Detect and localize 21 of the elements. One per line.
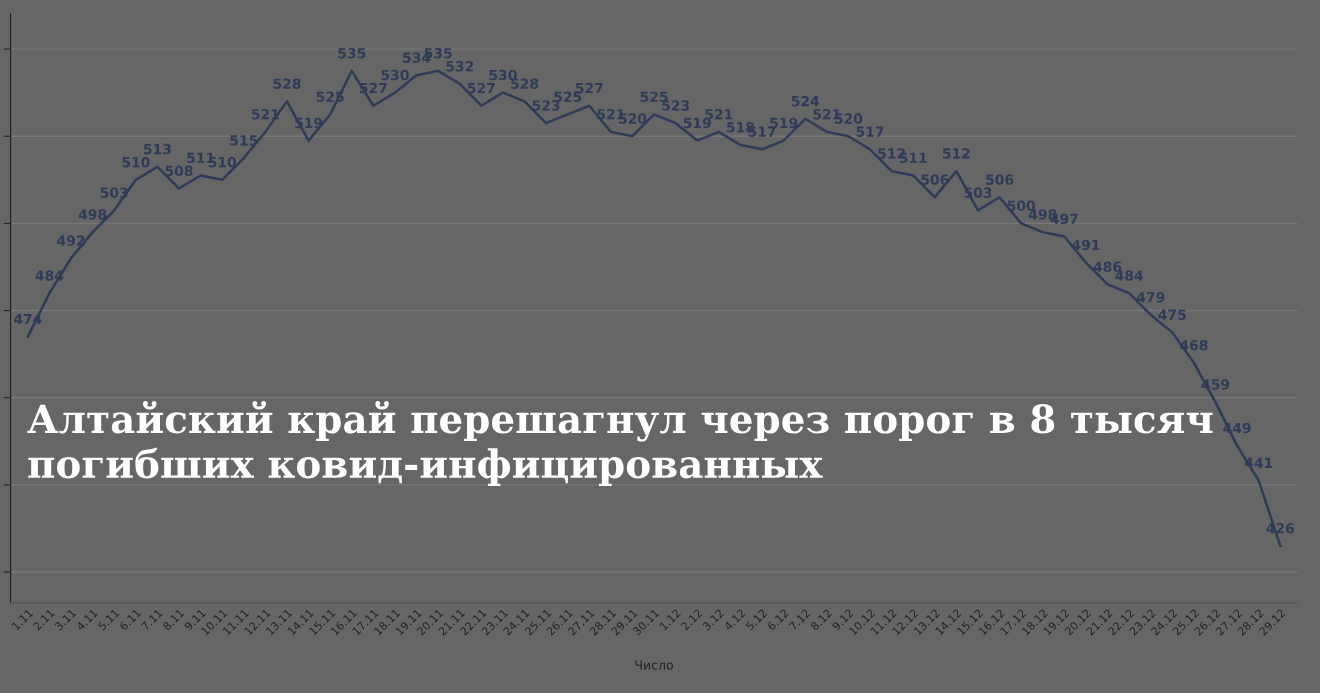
data-label: 513	[143, 143, 171, 155]
data-label: 426	[1266, 522, 1295, 534]
data-label: 530	[381, 69, 409, 81]
data-label: 527	[467, 82, 495, 94]
data-label: 500	[1007, 200, 1035, 211]
data-label: 479	[1136, 292, 1165, 303]
data-label: 506	[986, 174, 1014, 185]
data-label: 492	[57, 235, 85, 246]
data-label: 525	[640, 91, 668, 103]
data-label: 491	[1072, 239, 1100, 251]
data-label: 523	[532, 100, 560, 111]
x-axis-title: Число	[635, 660, 673, 670]
data-label: 475	[1158, 309, 1186, 320]
data-label: 517	[856, 126, 884, 137]
data-label: 510	[122, 156, 150, 168]
data-label: 524	[791, 95, 820, 107]
data-label: 535	[338, 47, 366, 59]
data-label: 528	[273, 78, 301, 89]
text: Алтайский край перешагнул через порог в 8 тысяч погибших ковид-инфицированных	[27, 401, 1213, 486]
data-label: 523	[662, 100, 690, 111]
data-label: 498	[78, 209, 107, 220]
